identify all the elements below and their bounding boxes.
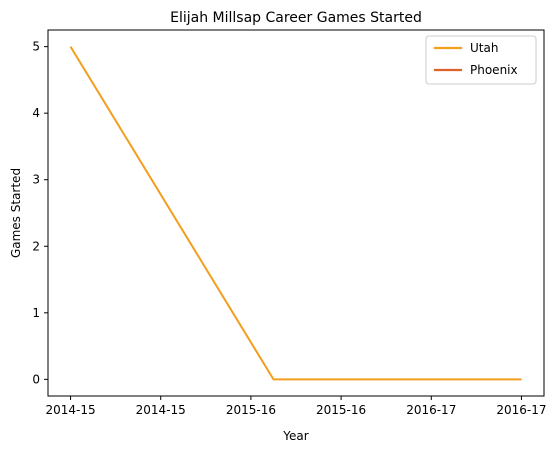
legend-label-phoenix: Phoenix [470,63,518,77]
y-tick-label: 1 [32,306,40,320]
y-tick-label: 3 [32,173,40,187]
y-tick-label: 2 [32,239,40,253]
x-tick-label: 2016-17 [406,403,456,417]
legend-label-utah: Utah [470,41,498,55]
x-tick-label: 2015-16 [316,403,366,417]
x-tick-label: 2014-15 [45,403,95,417]
legend: Utah Phoenix [425,35,537,85]
y-tick-label: 5 [32,40,40,54]
y-tick-label: 0 [32,372,40,386]
chart-title: Elijah Millsap Career Games Started [170,10,422,26]
x-axis-label: Year [282,429,308,443]
y-tick-label: 4 [32,106,40,120]
plot-area [47,29,545,397]
x-tick-label: 2015-16 [226,403,276,417]
y-axis-label: Games Started [9,168,23,258]
series-lines [69,46,522,381]
x-tick-label: 2016-17 [496,403,546,417]
x-tick-label: 2014-15 [136,403,186,417]
x-axis: 2014-15 2014-15 2015-16 2015-16 2016-17 2016-… [45,396,547,417]
y-axis: 0 1 2 3 4 5 [32,40,48,386]
series-line-utah [69,46,522,381]
